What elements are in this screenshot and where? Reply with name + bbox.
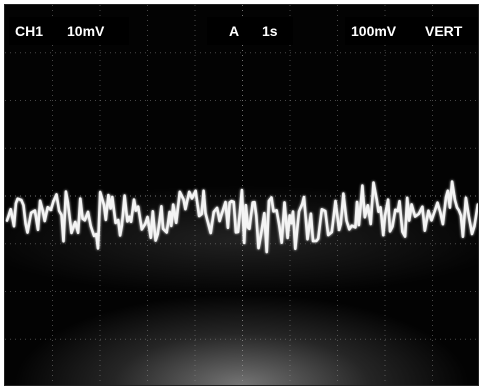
trigger-mode-label: A [229,23,240,39]
channel-readout: CH1 10mV [9,17,129,45]
signal-trace [5,180,478,254]
noise-waveform [5,180,478,254]
time-per-div-label: 1s [262,23,278,39]
oscilloscope-screen: CH1 10mV A 1s 100mV VERT [4,4,479,386]
display-mode-label: VERT [425,23,463,39]
trigger-level-label: 100mV [351,23,397,39]
volts-per-div-label: 10mV [67,23,105,39]
trigger-readout: 100mV VERT [345,17,478,45]
timebase-readout: A 1s [207,17,293,45]
channel-label: CH1 [15,23,44,39]
